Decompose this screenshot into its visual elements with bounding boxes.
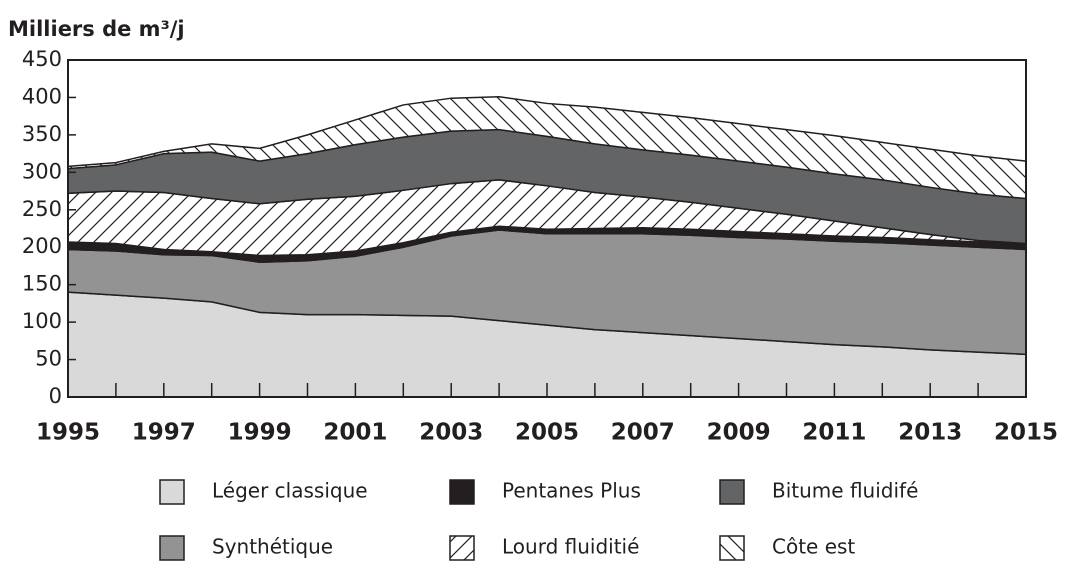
legend-label: Côte est <box>772 535 855 559</box>
x-tick-label: 2005 <box>515 420 579 446</box>
x-tick-label: 2015 <box>994 420 1058 446</box>
legend-swatch <box>159 535 185 561</box>
y-tick-label: 350 <box>22 122 62 146</box>
x-tick-label: 2011 <box>802 420 866 446</box>
x-tick-label: 2001 <box>323 420 387 446</box>
x-tick-label: 1999 <box>228 420 292 446</box>
x-tick-label: 2013 <box>898 420 962 446</box>
legend-label: Bitume fluidifé <box>772 479 918 503</box>
y-tick-label: 300 <box>22 159 62 183</box>
y-tick-label: 450 <box>22 47 62 71</box>
chart-title: Milliers de m³/j <box>8 17 185 41</box>
legend-label: Pentanes Plus <box>502 479 641 503</box>
y-tick-label: 0 <box>49 384 62 408</box>
legend-label: Synthétique <box>212 535 333 559</box>
y-tick-label: 150 <box>22 272 62 296</box>
y-tick-label: 400 <box>22 84 62 108</box>
x-tick-label: 2009 <box>707 420 771 446</box>
x-tick-label: 2007 <box>611 420 675 446</box>
y-tick-label: 250 <box>22 197 62 221</box>
legend-label: Lourd fluiditié <box>502 535 639 559</box>
legend-swatch <box>449 479 475 505</box>
y-tick-label: 200 <box>22 234 62 258</box>
legend-swatch <box>159 479 185 505</box>
y-tick-label: 50 <box>35 347 62 371</box>
x-tick-label: 2003 <box>419 420 483 446</box>
legend-swatch <box>719 479 745 505</box>
x-tick-label: 1995 <box>36 420 100 446</box>
y-tick-label: 100 <box>22 309 62 333</box>
x-tick-label: 1997 <box>132 420 196 446</box>
legend-swatch <box>449 535 475 561</box>
legend-label: Léger classique <box>212 479 368 503</box>
legend-swatch <box>719 535 745 561</box>
